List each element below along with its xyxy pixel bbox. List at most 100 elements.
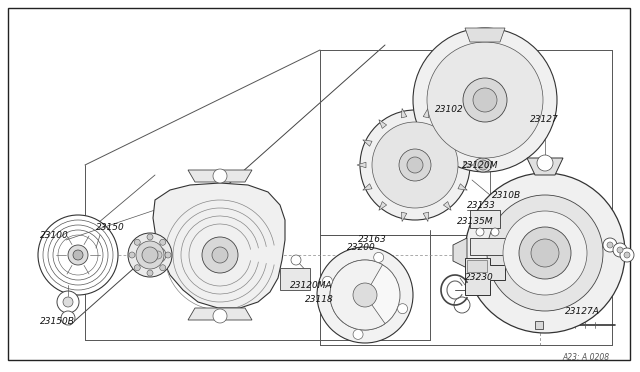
Circle shape [213,169,227,183]
Circle shape [603,238,617,252]
Circle shape [360,110,470,220]
Circle shape [397,304,408,314]
Text: 23150: 23150 [96,224,125,232]
Circle shape [372,122,458,208]
Circle shape [61,311,75,325]
Polygon shape [379,120,387,128]
Polygon shape [153,183,285,308]
Circle shape [399,149,431,181]
Circle shape [154,251,162,259]
Circle shape [134,239,140,245]
Circle shape [212,247,228,263]
Circle shape [142,247,158,263]
Circle shape [374,253,384,262]
Polygon shape [363,184,372,190]
Circle shape [519,227,571,279]
Polygon shape [458,184,467,190]
Text: 23200: 23200 [347,243,376,251]
Circle shape [73,250,83,260]
Text: 23135M: 23135M [457,218,493,227]
Circle shape [128,233,172,277]
Polygon shape [453,238,467,268]
Circle shape [476,228,484,236]
Circle shape [478,160,488,170]
Polygon shape [188,170,252,182]
Text: 23120M: 23120M [462,160,499,170]
Circle shape [427,42,543,158]
Circle shape [165,252,171,258]
Circle shape [454,297,470,313]
Circle shape [613,243,627,257]
Circle shape [160,239,166,245]
Polygon shape [444,120,451,128]
Circle shape [58,235,98,275]
Circle shape [624,252,630,258]
Circle shape [150,247,166,263]
Circle shape [160,265,166,271]
Circle shape [213,309,227,323]
Bar [467,260,487,272]
Text: 23100: 23100 [40,231,68,240]
Polygon shape [465,258,505,295]
Text: 23120MA: 23120MA [290,280,333,289]
Circle shape [607,242,613,248]
Polygon shape [470,210,500,228]
Polygon shape [188,308,252,320]
Circle shape [353,283,377,307]
Polygon shape [465,28,505,42]
Circle shape [202,237,238,273]
Circle shape [136,241,164,269]
Bar [280,268,310,290]
Polygon shape [357,162,366,168]
Polygon shape [527,158,563,175]
Polygon shape [470,238,505,255]
Circle shape [487,195,603,311]
Circle shape [57,291,79,313]
Circle shape [473,88,497,112]
Circle shape [413,28,557,172]
Circle shape [617,247,623,253]
Circle shape [43,220,113,290]
Text: 23127A: 23127A [565,308,600,317]
Circle shape [503,211,587,295]
Circle shape [463,78,507,122]
Circle shape [53,230,103,280]
Circle shape [147,270,153,276]
Polygon shape [379,202,387,210]
Circle shape [323,276,332,286]
Text: 2310B: 2310B [492,190,521,199]
Text: A23: A 0208: A23: A 0208 [563,353,610,362]
Circle shape [353,329,363,339]
Circle shape [407,157,423,173]
Ellipse shape [474,158,492,172]
Circle shape [291,255,301,265]
Circle shape [330,260,400,330]
Polygon shape [444,202,451,210]
Polygon shape [423,109,429,118]
Text: 23163: 23163 [358,235,387,244]
Polygon shape [401,212,407,222]
Text: 23230: 23230 [465,273,493,282]
Circle shape [491,228,499,236]
Circle shape [38,215,118,295]
Circle shape [129,252,135,258]
Circle shape [465,173,625,333]
Polygon shape [363,140,372,146]
Circle shape [68,245,88,265]
Polygon shape [423,212,429,222]
Circle shape [48,225,108,285]
Circle shape [317,247,413,343]
Circle shape [531,239,559,267]
Polygon shape [401,109,407,118]
Text: 23133: 23133 [467,201,496,209]
Text: 23127: 23127 [530,115,559,125]
Text: 23150B: 23150B [40,317,75,327]
Text: 23118: 23118 [305,295,333,305]
Text: 23102: 23102 [435,106,464,115]
Circle shape [620,248,634,262]
Circle shape [147,234,153,240]
Wedge shape [330,260,385,330]
Polygon shape [458,140,467,146]
Circle shape [134,265,140,271]
Circle shape [537,155,553,171]
